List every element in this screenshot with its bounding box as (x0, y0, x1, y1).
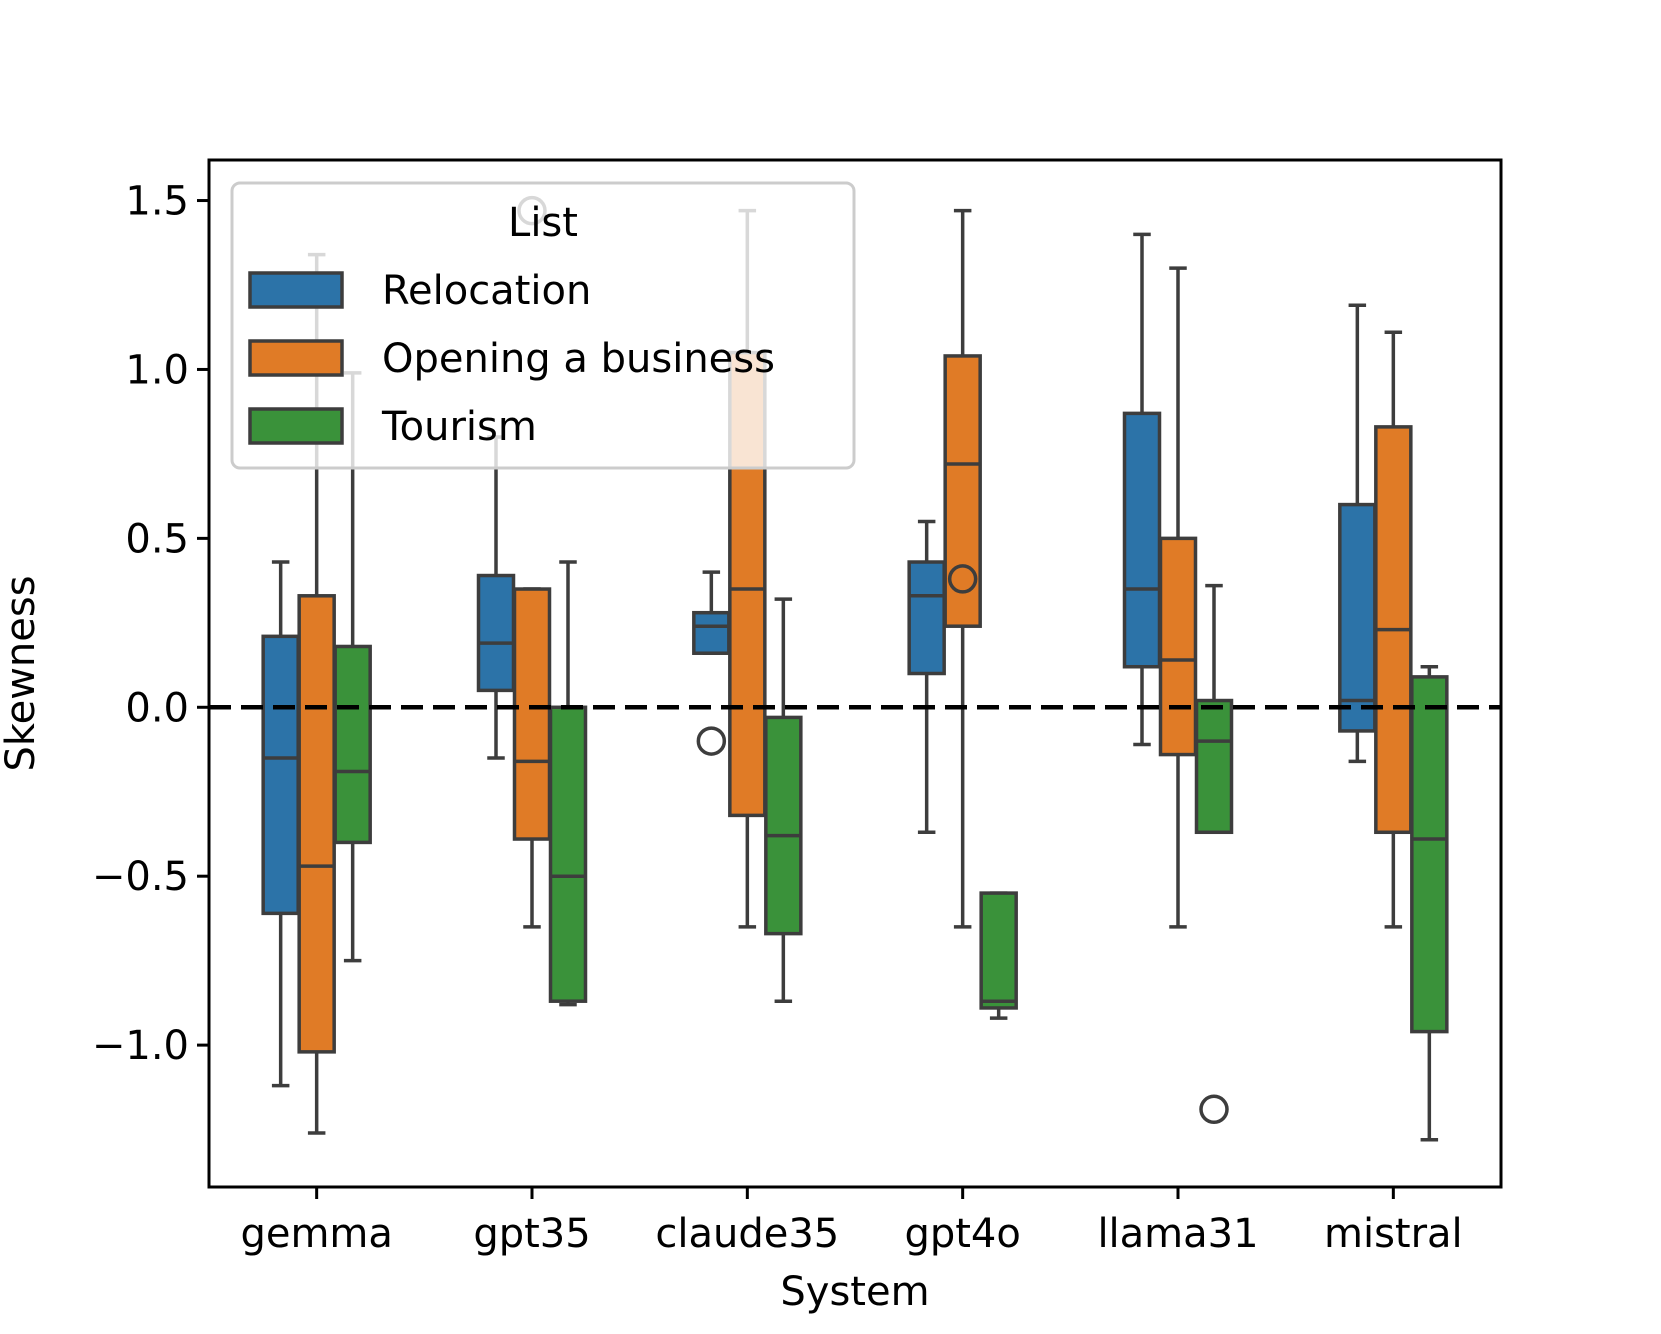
outlier-point (947, 564, 978, 594)
legend-title: List (508, 200, 578, 246)
legend-swatch (248, 339, 344, 377)
x-tick-label: gemma (240, 1211, 392, 1257)
axes-layer: 1.5 1.0 0.5 0.0 −0.5 −1.0 gemma gpt35 claude35 gp… (0, 158, 1503, 1315)
box-body (764, 715, 803, 936)
box-body (1338, 502, 1377, 733)
box-body (1410, 675, 1449, 1034)
box-gemma-0 (261, 560, 300, 1088)
box-gpt4o-1 (943, 208, 982, 929)
box-body (1122, 411, 1162, 669)
legend-label: Opening a business (382, 336, 775, 382)
outlier-point (1199, 1094, 1229, 1125)
box-body (979, 891, 1018, 1010)
box-llama31-1 (1158, 266, 1198, 929)
box-body (692, 610, 731, 655)
box-body (476, 573, 516, 693)
legend-label: Relocation (382, 268, 591, 314)
box-gpt4o-0 (907, 519, 946, 835)
legend-swatch (248, 407, 344, 445)
x-tick-label: mistral (1324, 1211, 1463, 1257)
y-tick-label: 0.5 (125, 516, 189, 562)
box-llama31-2 (1194, 583, 1234, 1125)
x-tick-label: gpt4o (904, 1211, 1020, 1257)
box-gemma-2 (333, 371, 372, 963)
box-mistral-1 (1374, 330, 1413, 929)
legend: List Relocation Opening a business Tourism (230, 181, 856, 470)
box-body (1158, 536, 1198, 757)
box-mistral-0 (1338, 303, 1377, 764)
y-tick-label: 1.0 (125, 347, 189, 393)
box-body (261, 634, 300, 916)
box-body (548, 705, 588, 1003)
x-tick-label: llama31 (1097, 1211, 1258, 1257)
legend-frame (230, 181, 856, 470)
outlier-point (696, 726, 727, 756)
y-tick-label: −1.0 (92, 1023, 189, 1069)
box-body (512, 587, 552, 841)
box-claude35-0 (692, 570, 731, 756)
box-body (1194, 698, 1234, 835)
box-gpt35-2 (548, 560, 588, 1007)
box-gpt4o-2 (979, 891, 1018, 1020)
box-llama31-0 (1122, 232, 1162, 747)
legend-item: Tourism (248, 404, 537, 450)
box-mistral-2 (1410, 664, 1449, 1142)
y-axis-title: Skewness (0, 575, 44, 771)
x-tick-label: gpt35 (473, 1211, 590, 1257)
box-gpt35-0 (476, 435, 516, 760)
box-layer (261, 195, 1449, 1142)
box-body (333, 644, 372, 845)
legend-swatch (248, 271, 344, 309)
y-tick-label: 1.5 (125, 179, 189, 225)
y-tick-label: 0.0 (125, 685, 189, 731)
box-body (907, 560, 946, 676)
legend-item: Relocation (248, 268, 591, 314)
legend-label: Tourism (381, 404, 537, 450)
x-axis-title: System (780, 1269, 929, 1315)
y-tick-label: −0.5 (92, 854, 189, 900)
box-claude35-2 (764, 597, 803, 1003)
plot-frame (207, 158, 1503, 1189)
x-tick-label: claude35 (655, 1211, 839, 1257)
box-body (297, 594, 336, 1054)
legend-item: Opening a business (248, 336, 775, 382)
